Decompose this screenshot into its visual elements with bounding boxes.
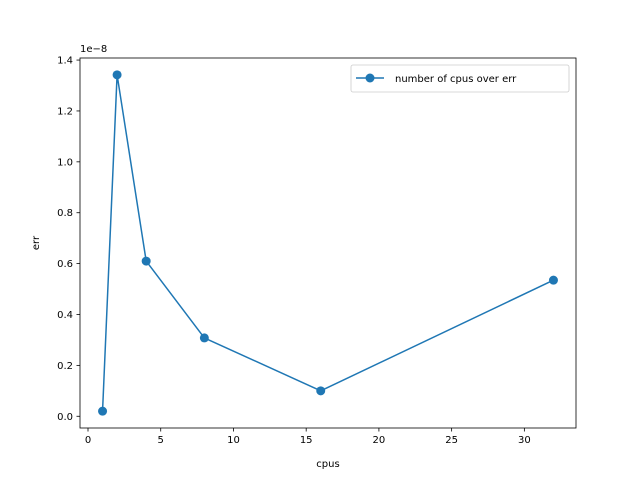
y-tick-label: 1.4 bbox=[57, 56, 73, 67]
data-point bbox=[112, 70, 122, 80]
series-line bbox=[101, 74, 555, 412]
x-tick-label: 10 bbox=[227, 435, 240, 446]
data-point bbox=[316, 386, 326, 396]
y-tick-label: 0.2 bbox=[57, 361, 73, 372]
legend-box bbox=[350, 64, 570, 93]
legend-marker-swatch bbox=[365, 73, 375, 83]
x-axis-label: cpus bbox=[316, 459, 339, 470]
x-tick-label: 20 bbox=[373, 435, 386, 446]
data-point bbox=[199, 333, 209, 343]
y-axis-label: err bbox=[31, 235, 42, 250]
y-tick-label: 0.8 bbox=[57, 208, 73, 219]
legend-entry-label: number of cpus over err bbox=[395, 74, 517, 85]
series-layer bbox=[98, 70, 558, 416]
y-tick-label: 1.2 bbox=[57, 106, 73, 117]
x-tick-label: 30 bbox=[518, 435, 531, 446]
y-tick-label: 0.4 bbox=[57, 310, 73, 321]
plot-frame bbox=[79, 57, 577, 429]
x-tick-label: 15 bbox=[300, 435, 313, 446]
x-tick-label: 5 bbox=[158, 435, 164, 446]
data-point bbox=[98, 406, 108, 416]
y-tick-label: 0.6 bbox=[57, 259, 73, 270]
data-point bbox=[548, 275, 558, 285]
x-axis-ticks: 0 5 10 15 20 25 30 bbox=[85, 428, 531, 446]
y-tick-label: 1.0 bbox=[57, 157, 73, 168]
plot-area bbox=[80, 58, 576, 428]
legend: number of cpus over err bbox=[350, 64, 570, 93]
y-axis-offset-label: 1e−8 bbox=[80, 44, 107, 55]
y-axis-ticks: 0.0 0.2 0.4 0.6 0.8 1.0 1.2 1.4 bbox=[57, 56, 80, 423]
y-tick-label: 0.0 bbox=[57, 412, 73, 423]
data-point bbox=[141, 256, 151, 266]
x-tick-label: 25 bbox=[445, 435, 458, 446]
x-tick-label: 0 bbox=[85, 435, 91, 446]
